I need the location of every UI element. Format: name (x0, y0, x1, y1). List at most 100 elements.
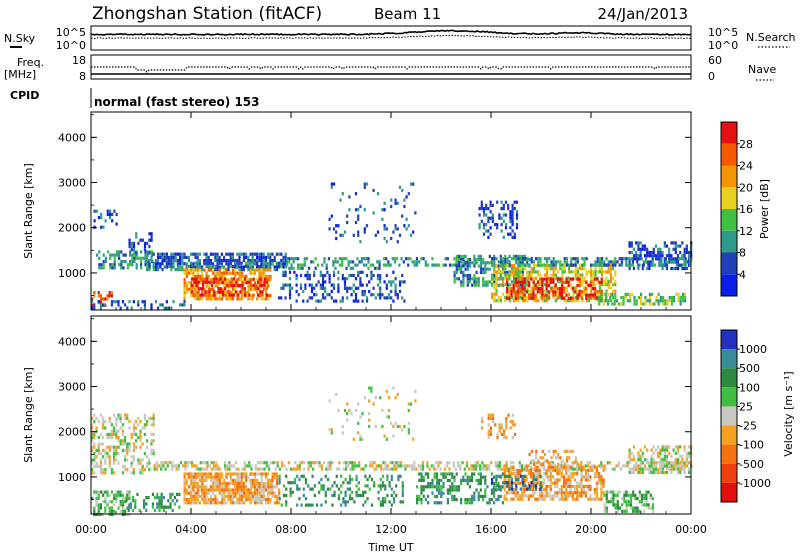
velocity-cell (132, 445, 135, 449)
velocity-cell (637, 451, 640, 455)
power-cell (517, 296, 520, 300)
power-cell (523, 287, 526, 291)
power-cell (280, 252, 283, 256)
power-cell (372, 286, 375, 290)
velocity-cell (593, 491, 596, 495)
velocity-cell (569, 472, 572, 476)
velocity-colorbar-tick-label: -500 (739, 458, 764, 471)
velocity-cell (510, 472, 513, 476)
velocity-colorbar-swatch (721, 349, 737, 369)
velocity-cell (638, 509, 641, 513)
power-cell (334, 266, 337, 270)
power-cell (98, 266, 101, 270)
power-cell (394, 201, 397, 205)
velocity-cell (141, 442, 144, 446)
power-cell (225, 252, 228, 256)
velocity-cell (505, 491, 508, 495)
power-cell (614, 273, 617, 277)
velocity-cell (238, 494, 241, 498)
velocity-cell (549, 484, 552, 488)
velocity-cell (234, 482, 237, 486)
velocity-cell (589, 475, 592, 479)
velocity-cell (333, 481, 336, 485)
power-cell (473, 280, 476, 284)
velocity-cell (278, 474, 281, 478)
velocity-cell (639, 470, 642, 475)
power-cell (605, 270, 608, 274)
power-cell (548, 263, 551, 268)
power-cell (628, 260, 631, 264)
velocity-cell (171, 467, 174, 471)
velocity-cell (212, 482, 215, 486)
velocity-colorbar-swatch (721, 330, 737, 350)
power-cell (521, 277, 524, 281)
velocity-cell (505, 423, 508, 427)
velocity-cell (214, 501, 217, 505)
power-cell (192, 268, 195, 272)
velocity-cell (99, 432, 102, 436)
power-cell (642, 263, 645, 267)
power-cell (152, 268, 155, 272)
power-cell (508, 286, 511, 290)
velocity-cell (565, 478, 568, 482)
velocity-cell (351, 477, 354, 482)
velocity-cell (316, 461, 319, 465)
velocity-cell (247, 491, 250, 495)
velocity-cell (527, 497, 530, 501)
velocity-cell (428, 467, 431, 471)
power-cell (126, 266, 129, 270)
power-cell (479, 258, 483, 262)
velocity-cell (540, 481, 544, 485)
power-cell (330, 289, 333, 294)
velocity-cell (578, 491, 581, 495)
power-cell (607, 299, 610, 303)
velocity-cell (242, 482, 246, 486)
velocity-cell (565, 465, 568, 469)
power-cell (600, 280, 603, 284)
power-cell (284, 255, 287, 259)
velocity-cell (617, 464, 620, 468)
power-cell (267, 255, 270, 259)
velocity-cell (119, 503, 122, 507)
velocity-cell (385, 389, 388, 393)
velocity-cell (190, 501, 193, 505)
freq-label: Freq. (17, 56, 44, 69)
power-cell (499, 299, 502, 303)
velocity-cell (152, 416, 155, 420)
velocity-cell (457, 464, 460, 468)
power-cell (181, 255, 184, 259)
velocity-cell (632, 445, 636, 449)
power-cell (585, 273, 588, 277)
power-cell (554, 286, 557, 290)
velocity-cell (571, 461, 574, 465)
velocity-cell (151, 492, 154, 496)
velocity-cell (386, 477, 389, 482)
velocity-cell (612, 503, 615, 507)
velocity-cell (368, 474, 371, 478)
velocity-cell (93, 490, 96, 494)
velocity-cell (278, 494, 281, 498)
power-cell (368, 280, 371, 284)
velocity-cell (157, 464, 161, 468)
power-cell (600, 277, 603, 281)
velocity-cell (227, 488, 230, 492)
power-cell (475, 261, 478, 265)
power-cell (332, 273, 336, 278)
power-cell (632, 247, 636, 251)
power-cell (379, 289, 382, 294)
power-cell (487, 235, 490, 239)
velocity-cell (152, 432, 155, 436)
velocity-cell (395, 484, 398, 488)
power-cell (511, 216, 514, 220)
power-cell (263, 283, 266, 288)
velocity-cell (580, 468, 583, 472)
power-cell (509, 232, 512, 236)
velocity-cell (605, 500, 608, 504)
velocity-cell (366, 497, 369, 501)
velocity-cell (479, 494, 482, 498)
velocity-cell (247, 498, 250, 502)
power-cell (183, 281, 186, 285)
power-cell (234, 271, 237, 275)
power-cell (513, 200, 516, 204)
power-cell (176, 252, 179, 256)
